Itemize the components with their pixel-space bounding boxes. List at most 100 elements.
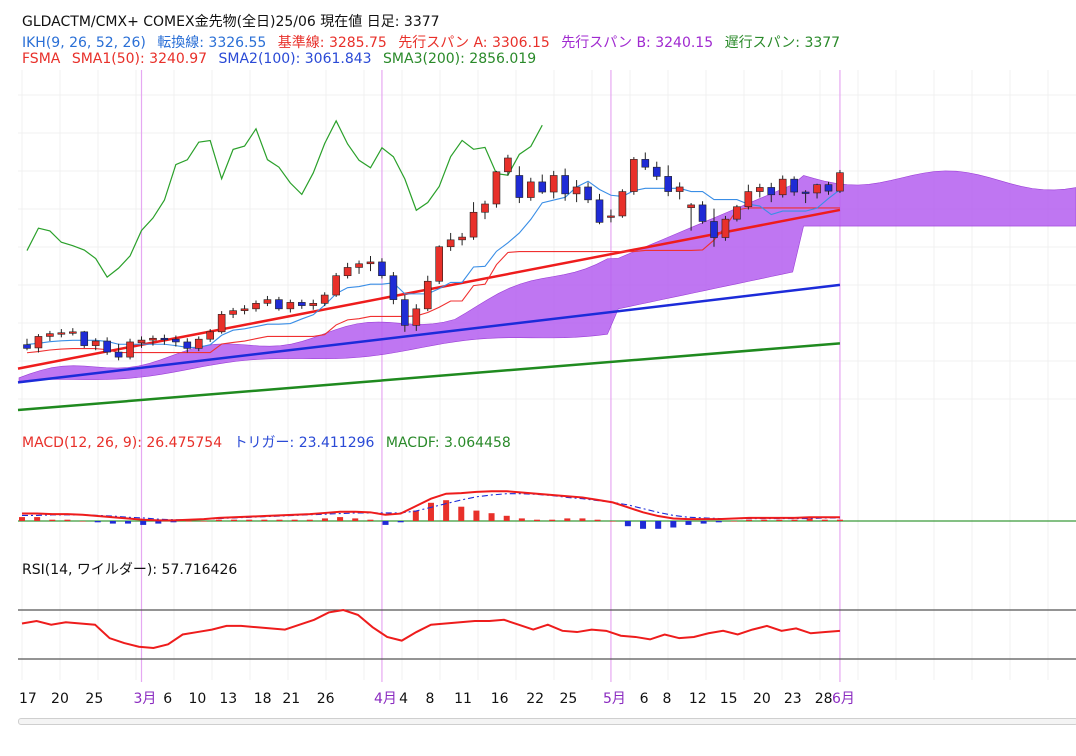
candle-body xyxy=(34,336,43,349)
x-axis-tick-label: 8 xyxy=(662,691,671,707)
x-axis-tick-label: 23 xyxy=(784,691,802,707)
macd-histogram-bar xyxy=(503,515,510,521)
cloud-area xyxy=(18,170,1076,382)
x-axis-tick-label: 12 xyxy=(689,691,707,707)
macd-histogram-bar xyxy=(352,518,359,521)
macd-histogram-bar xyxy=(215,519,222,521)
macd-histogram-bar xyxy=(231,519,238,521)
candle-body xyxy=(549,175,558,193)
rsi-pane xyxy=(18,608,1076,660)
candle-body xyxy=(595,199,604,223)
macd-histogram-bar xyxy=(412,510,419,521)
kijun-legend: 基準線: 3285.75 xyxy=(277,35,387,51)
candle-body xyxy=(458,236,466,241)
macd-legend: MACD(12, 26, 9): 26.475754 トリガー: 23.4112… xyxy=(22,432,511,452)
candle-body xyxy=(309,303,318,306)
ichimoku-lines xyxy=(26,119,841,354)
macd-histogram-bar xyxy=(64,519,71,521)
x-axis-tick-label: 21 xyxy=(282,691,300,707)
x-axis-tick-label: 15 xyxy=(720,691,738,707)
candle-body xyxy=(504,157,512,173)
macd-histogram-bar xyxy=(836,519,843,521)
candle-body xyxy=(778,178,787,196)
x-axis-month-label: 3月 xyxy=(134,691,157,707)
macd-histogram-bar xyxy=(670,521,677,528)
macd-histogram-bar xyxy=(382,521,389,525)
x-axis-tick-label: 16 xyxy=(491,691,509,707)
macd-histogram-bar xyxy=(806,518,813,521)
rsi-line xyxy=(21,608,841,649)
macd-histogram-bar xyxy=(94,521,101,523)
macd-histogram-bar xyxy=(397,521,404,523)
candle-body xyxy=(103,340,111,353)
macd-histogram-bar xyxy=(155,521,162,524)
candle-body xyxy=(733,206,741,220)
candle-body xyxy=(217,314,226,333)
x-axis-tick-label: 26 xyxy=(317,691,335,707)
macd-histogram-bar xyxy=(791,519,798,521)
candle-body xyxy=(538,181,547,193)
macd-histogram-bar xyxy=(655,521,662,529)
candle-body xyxy=(767,187,776,196)
macd-histogram-bar xyxy=(49,519,56,521)
candle-body xyxy=(607,215,615,218)
candle-body xyxy=(343,267,352,277)
candle-body xyxy=(378,261,386,277)
macd-histogram-bar xyxy=(261,519,268,521)
candle-body xyxy=(320,294,329,304)
macd-histogram-bar xyxy=(534,519,541,521)
macd-histogram-bar xyxy=(34,517,41,521)
ikh-params: IKH(9, 26, 52, 26) xyxy=(22,35,146,51)
fsma-label: FSMA xyxy=(22,51,61,67)
candle-body xyxy=(435,246,444,282)
candle-body xyxy=(824,184,833,192)
macd-histogram-bar xyxy=(200,521,207,522)
sma-legend: FSMA SMA1(50): 3240.97 SMA2(100): 3061.8… xyxy=(22,51,536,67)
macd-histogram-bar xyxy=(473,510,480,521)
candle-body xyxy=(46,333,54,337)
candle-body xyxy=(801,191,810,194)
x-axis-month-label: 5月 xyxy=(603,691,626,707)
x-axis-tick-label: 10 xyxy=(188,691,206,707)
macd-histogram-bar xyxy=(19,517,25,521)
candle-body xyxy=(275,299,283,310)
x-axis-month-label: 6月 xyxy=(832,691,855,707)
candle-body xyxy=(710,221,718,238)
ichimoku-cloud xyxy=(18,170,1076,382)
macd-histogram-bar xyxy=(609,521,616,522)
candle-body xyxy=(183,341,192,349)
macd-histogram-bar xyxy=(594,519,601,521)
macdf-value: MACDF: 3.064458 xyxy=(385,435,511,451)
macd-histogram-bar xyxy=(276,519,283,521)
candle-body xyxy=(412,308,421,326)
sma2-legend: SMA2(100): 3061.843 xyxy=(218,51,372,67)
candles xyxy=(23,152,844,361)
candle-body xyxy=(114,351,123,358)
x-axis-tick-label: 25 xyxy=(559,691,577,707)
candle-body xyxy=(57,332,66,335)
x-axis-tick-label: 20 xyxy=(753,691,771,707)
chart-title: GLDACTM/CMX+ COMEX金先物(全日)25/06 現在値 日足: 3… xyxy=(22,11,440,31)
macd-histogram-bar xyxy=(579,518,586,521)
candle-body xyxy=(664,176,673,192)
macd-pane xyxy=(18,490,1076,529)
candle-body xyxy=(813,184,821,194)
macd-histogram-bar xyxy=(306,519,313,521)
macd-histogram-bar xyxy=(518,518,525,521)
macd-signal-line xyxy=(22,493,840,521)
macd-histogram-bar xyxy=(640,521,647,529)
x-axis-tick-label: 17 xyxy=(19,691,37,707)
macd-histogram-bar xyxy=(246,519,253,521)
candle-body xyxy=(790,178,798,193)
candle-body xyxy=(172,338,180,343)
macd-histogram-bar xyxy=(185,521,192,522)
x-axis-tick-label: 6 xyxy=(163,691,172,707)
candle-body xyxy=(675,186,684,192)
candle-body xyxy=(240,308,249,311)
macd-histogram-bar xyxy=(624,521,631,527)
x-axis-tick-label: 8 xyxy=(425,691,434,707)
macd-histogram-bar xyxy=(746,519,753,521)
macd-histogram-bar xyxy=(170,521,177,523)
horizontal-scrollbar[interactable] xyxy=(18,718,1076,725)
